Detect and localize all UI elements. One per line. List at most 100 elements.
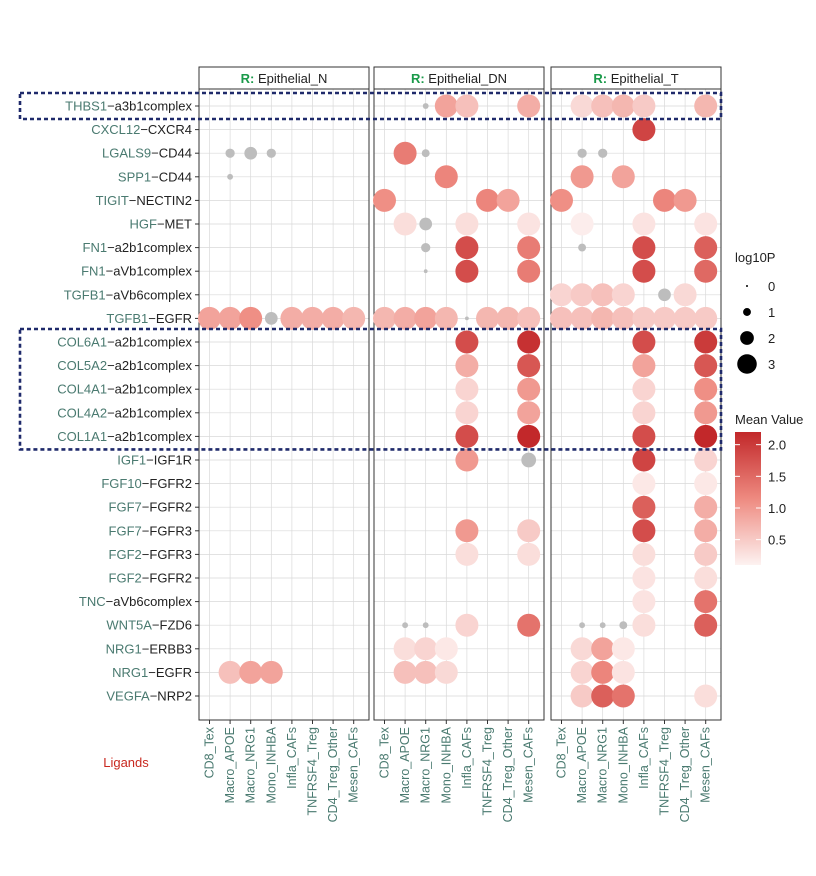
x-tick-label: CD4_Treg_Other (501, 727, 515, 822)
ligand-name: IGF1 (117, 453, 146, 468)
ligand-name: CXCL12 (91, 122, 140, 137)
data-point (570, 283, 594, 307)
data-point (266, 148, 276, 158)
data-point (658, 288, 671, 302)
data-point (455, 377, 479, 401)
data-point (570, 660, 594, 684)
x-tick-label: Mesen_CAFs (699, 727, 713, 803)
color-legend-label: 1.5 (768, 469, 786, 484)
facet-panel-1: R: Epithelial_DN CD8_Tex Macro_APOE Macro_N… (373, 66, 545, 822)
data-point (517, 354, 541, 378)
data-point (694, 401, 718, 425)
data-point (632, 118, 656, 142)
data-point (694, 448, 718, 472)
y-tick-label: TNC−aVb6complex (79, 594, 193, 609)
data-point (632, 236, 656, 260)
size-legend-key (743, 308, 751, 316)
ligand-name: TIGIT (96, 193, 129, 208)
data-point (414, 660, 438, 684)
ligand-name: NRG1 (112, 665, 148, 680)
data-point (517, 212, 541, 236)
x-tick-label: CD4_Treg_Other (326, 727, 340, 822)
ligand-name: THBS1 (65, 99, 107, 114)
size-legend-label: 2 (768, 331, 775, 346)
data-point (227, 173, 234, 180)
data-point (591, 94, 615, 118)
y-tick-label: CXCL12−CXCR4 (91, 122, 192, 137)
receptor-name: −a2b1complex (107, 335, 192, 350)
data-point (393, 212, 417, 236)
data-point (694, 613, 718, 637)
data-point (632, 448, 656, 472)
data-point (517, 94, 541, 118)
x-tick-label: CD8_Tex (203, 726, 217, 778)
data-point (550, 188, 573, 212)
ligand-name: VEGFA (106, 689, 150, 704)
data-point (632, 472, 656, 496)
data-point (632, 542, 656, 566)
ligand-name: FN1 (83, 240, 108, 255)
y-tick-label: TGFB1−EGFR (106, 311, 192, 326)
data-point (517, 519, 541, 543)
data-point (611, 660, 635, 684)
data-point (632, 566, 656, 590)
data-point (517, 401, 541, 425)
ligand-name: COL5A2 (57, 358, 107, 373)
data-point (517, 542, 541, 566)
facet-title: R: Epithelial_N (241, 71, 328, 86)
size-legend-label: 3 (768, 357, 775, 372)
data-point (393, 141, 417, 165)
data-point (673, 306, 697, 330)
facet-strip (373, 66, 545, 90)
data-point (653, 188, 676, 212)
data-point (694, 354, 718, 378)
ligand-name: FGF2 (109, 571, 142, 586)
receptor-name: −a2b1complex (107, 382, 192, 397)
ligand-name: COL4A1 (57, 382, 107, 397)
data-point (611, 684, 635, 708)
receptor-name: −FGFR2 (142, 500, 192, 515)
data-point (455, 613, 479, 637)
data-point (570, 165, 594, 189)
facet-title: R: Epithelial_T (593, 71, 678, 86)
data-point (632, 94, 656, 118)
data-point (598, 148, 608, 158)
data-point (280, 306, 304, 330)
data-point (694, 590, 718, 614)
y-tick-label: HGF−MET (130, 217, 193, 232)
highlight-box (18, 91, 723, 121)
ligand-name: FGF7 (109, 500, 142, 515)
data-point (321, 306, 345, 330)
receptor-name: −aVb6complex (106, 594, 193, 609)
x-tick-label: Mono_INHBA (264, 726, 278, 803)
size-legend-title: log10P (735, 250, 775, 265)
y-tick-label: VEGFA−NRP2 (106, 689, 192, 704)
data-point (455, 354, 479, 378)
data-point (694, 566, 718, 590)
ligand-name: TGFB1 (106, 311, 148, 326)
ligand-name: LGALS9 (102, 146, 151, 161)
data-point (517, 306, 541, 330)
data-point (455, 212, 479, 236)
facet-panel-0: R: Epithelial_N CD8_Tex Macro_APOE Macro_NR… (198, 66, 370, 822)
receptor-name: −a2b1complex (107, 240, 192, 255)
data-point (393, 660, 417, 684)
x-tick-label: Macro_APOE (398, 727, 412, 803)
x-tick-label: Mesen_CAFs (522, 727, 536, 803)
data-point (673, 188, 697, 212)
receptor-name: −FGFR2 (142, 476, 192, 491)
ligands-label: Ligands (103, 755, 149, 770)
y-tick-label: WNT5A−FZD6 (106, 618, 192, 633)
data-point (301, 306, 324, 330)
data-point (414, 637, 438, 661)
y-tick-label: IGF1−IGF1R (117, 453, 192, 468)
data-point (455, 236, 479, 260)
data-point (591, 637, 615, 661)
y-tick-label: COL6A1−a2b1complex (57, 335, 192, 350)
receptor-name: −CD44 (151, 146, 192, 161)
receptor-name: −EGFR (148, 311, 192, 326)
ligand-name: COL6A1 (57, 335, 107, 350)
color-legend-label: 0.5 (768, 533, 786, 548)
y-tick-label: COL1A1−a2b1complex (57, 429, 192, 444)
